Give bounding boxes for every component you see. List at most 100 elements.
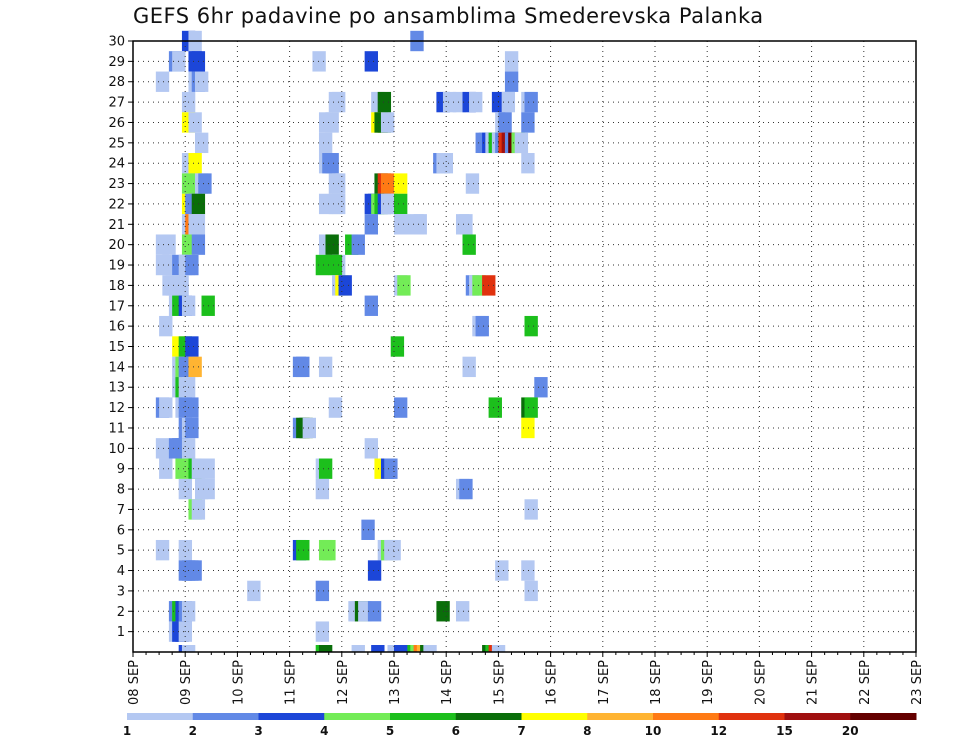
heatmap-cell xyxy=(462,356,476,378)
y-tick-label: 21 xyxy=(108,218,125,233)
heatmap-cell xyxy=(178,478,193,500)
heatmap-cell xyxy=(380,112,395,133)
legend-label: 8 xyxy=(583,724,591,738)
heatmap-cell xyxy=(351,645,365,652)
legend-swatch xyxy=(521,713,588,720)
y-tick-label: 23 xyxy=(108,177,125,192)
heatmap-cell xyxy=(413,214,427,235)
x-tick-label: 08 SEP xyxy=(127,660,142,705)
legend-swatch xyxy=(390,713,457,720)
x-tick-label: 13 SEP xyxy=(388,660,403,705)
heatmap-cell xyxy=(296,539,310,561)
legend-label: 12 xyxy=(710,724,727,738)
legend-swatch xyxy=(258,713,325,720)
y-tick-label: 14 xyxy=(108,360,125,375)
y-tick-label: 25 xyxy=(108,136,125,151)
heatmap-cell xyxy=(159,315,173,337)
legend-label: 10 xyxy=(645,724,662,738)
heatmap-cell xyxy=(491,645,506,652)
x-tick-label: 16 SEP xyxy=(545,660,560,705)
heatmap-cell xyxy=(377,91,392,113)
legend-label: 2 xyxy=(189,724,197,738)
y-tick-label: 7 xyxy=(117,503,125,518)
heatmap-cell xyxy=(198,173,212,194)
heatmap-cell xyxy=(328,397,343,418)
x-tick-label: 18 SEP xyxy=(649,660,664,705)
heatmap-cell xyxy=(367,560,382,581)
y-tick-label: 10 xyxy=(108,442,125,457)
heatmap-cell xyxy=(439,153,454,174)
heatmap-cell xyxy=(524,315,538,337)
heatmap-cell xyxy=(423,645,437,652)
heatmap-cell xyxy=(194,132,209,154)
heatmap-cell xyxy=(498,112,512,133)
legend-swatch xyxy=(718,713,785,720)
y-tick-label: 3 xyxy=(117,584,125,599)
heatmap-cell xyxy=(521,112,535,133)
y-tick-label: 13 xyxy=(108,381,125,396)
heatmap-cell xyxy=(384,458,398,479)
heatmap-cell xyxy=(155,71,170,92)
heatmap-cell xyxy=(504,71,519,92)
legend-swatch xyxy=(850,713,917,720)
heatmap-cell xyxy=(394,173,408,194)
heatmap-cell xyxy=(524,91,538,113)
y-tick-label: 8 xyxy=(117,483,125,498)
legend-swatch xyxy=(324,713,391,720)
heatmap-cell xyxy=(364,51,378,72)
x-tick-label: 20 SEP xyxy=(753,660,768,705)
x-tick-label: 17 SEP xyxy=(597,660,612,705)
heatmap-cell xyxy=(155,254,170,276)
heatmap-cell xyxy=(185,336,199,357)
heatmap-cell xyxy=(394,397,408,418)
heatmap-cell xyxy=(315,621,330,642)
legend-swatch xyxy=(587,713,654,720)
y-tick-label: 22 xyxy=(108,197,125,212)
heatmap-cell xyxy=(194,71,209,92)
y-tick-label: 5 xyxy=(117,544,125,559)
heatmap-cell xyxy=(338,275,352,296)
heatmap-cell xyxy=(364,295,378,316)
legend-label: 3 xyxy=(254,724,262,738)
heatmap-cell xyxy=(159,397,173,418)
heatmap-cell xyxy=(521,153,535,174)
heatmap-cell xyxy=(318,645,333,652)
legend-label: 4 xyxy=(320,724,328,738)
heatmap-cell xyxy=(371,645,385,652)
heatmap-cell xyxy=(390,336,405,357)
heatmap-cell xyxy=(315,254,330,276)
heatmap-cell xyxy=(188,112,202,133)
y-tick-label: 26 xyxy=(108,116,125,131)
heatmap-cell xyxy=(318,193,333,215)
x-tick-label: 15 SEP xyxy=(492,660,507,705)
heatmap-cell xyxy=(315,478,330,500)
heatmap-cell xyxy=(524,499,538,520)
heatmap-cell xyxy=(155,438,170,459)
heatmap-cell xyxy=(328,254,343,276)
heatmap-cell xyxy=(185,417,199,439)
heatmap-cell xyxy=(162,234,176,255)
legend-label: 15 xyxy=(776,724,793,738)
x-tick-label: 21 SEP xyxy=(806,660,821,705)
y-tick-label: 17 xyxy=(108,299,125,314)
y-tick-label: 29 xyxy=(108,55,125,70)
heatmap-cell xyxy=(459,214,473,235)
y-tick-label: 30 xyxy=(108,35,125,50)
heatmap-cell xyxy=(514,132,529,154)
heatmap-cell xyxy=(462,234,476,255)
heatmap-cell xyxy=(380,173,395,194)
heatmap-cell xyxy=(315,580,330,602)
heatmap-cell xyxy=(185,254,199,276)
y-tick-label: 27 xyxy=(108,96,125,111)
heatmap-cell xyxy=(325,153,339,174)
heatmap-cell xyxy=(302,417,316,439)
heatmap-cell xyxy=(318,356,333,378)
heatmap-cell xyxy=(524,397,538,418)
y-tick-label: 20 xyxy=(108,238,125,253)
heatmap-cell xyxy=(312,51,326,72)
heatmap-cell xyxy=(465,173,480,194)
heatmap-cell xyxy=(188,356,202,378)
heatmap-cell xyxy=(181,645,196,652)
x-tick-label: 12 SEP xyxy=(336,660,351,705)
heatmap-cell xyxy=(394,193,408,215)
